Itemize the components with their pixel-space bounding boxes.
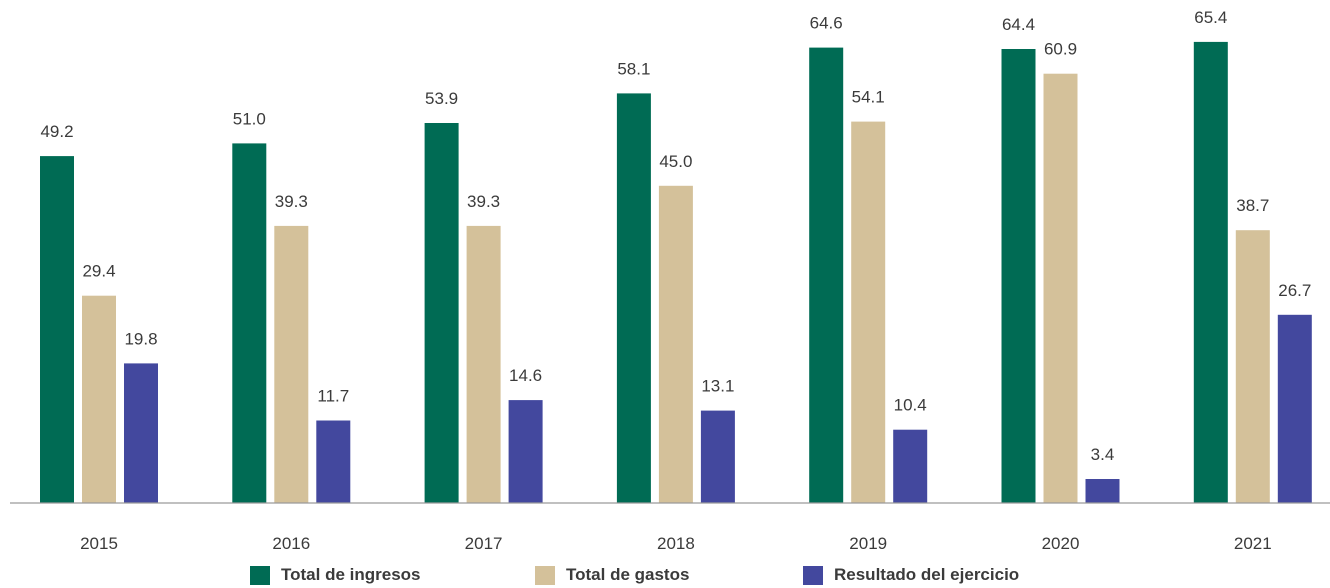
data-label-2016-s1: 39.3 xyxy=(275,192,308,211)
bar-2020-s1 xyxy=(1043,73,1078,503)
bar-2021-s0 xyxy=(1193,41,1228,504)
data-label-2015-s0: 49.2 xyxy=(40,122,73,141)
data-label-2021-s1: 38.7 xyxy=(1236,196,1269,215)
data-label-2020-s1: 60.9 xyxy=(1044,40,1077,59)
data-label-2016-s2: 11.7 xyxy=(317,387,349,406)
bar-2017-s2 xyxy=(508,400,543,503)
x-tick-label-2015: 2015 xyxy=(80,534,118,553)
bar-2016-s0 xyxy=(232,143,267,503)
bar-2021-s1 xyxy=(1235,230,1270,503)
x-tick-label-2021: 2021 xyxy=(1234,534,1272,553)
data-label-2017-s2: 14.6 xyxy=(509,366,542,385)
bar-2015-s2 xyxy=(124,363,158,503)
bar-2015-s1 xyxy=(82,295,116,503)
data-label-2015-s2: 19.8 xyxy=(124,329,157,348)
bar-2018-s2 xyxy=(700,410,735,503)
data-label-2018-s1: 45.0 xyxy=(659,152,692,171)
data-label-2021-s2: 26.7 xyxy=(1278,281,1311,300)
legend-item-ingresos: Total de ingresos xyxy=(250,565,421,585)
x-tick-labels-layer: 2015 2016 2017 2018 2019 2020 2021 xyxy=(80,534,1272,553)
legend-swatch-gastos xyxy=(535,565,555,585)
data-label-2019-s2: 10.4 xyxy=(894,396,927,415)
bar-2018-s0 xyxy=(616,93,651,504)
bar-2015-s0 xyxy=(40,156,74,503)
x-tick-label-2018: 2018 xyxy=(657,534,695,553)
bar-2019-s1 xyxy=(851,121,886,503)
x-tick-label-2020: 2020 xyxy=(1042,534,1080,553)
bar-2019-s0 xyxy=(809,47,844,503)
bar-2020-s2 xyxy=(1085,479,1120,503)
data-labels-layer: 49.2 29.4 19.8 51.0 39.3 11.7 53.9 39.3 14.6 58.1… xyxy=(40,8,1311,464)
bar-2019-s2 xyxy=(893,429,928,503)
bar-2016-s2 xyxy=(316,420,351,503)
x-tick-label-2017: 2017 xyxy=(465,534,503,553)
legend-label-ingresos: Total de ingresos xyxy=(281,565,421,584)
bar-2017-s1 xyxy=(466,225,501,503)
legend-label-resultado: Resultado del ejercicio xyxy=(834,565,1020,584)
data-label-2017-s1: 39.3 xyxy=(467,192,500,211)
bar-2017-s0 xyxy=(424,123,459,503)
legend-swatch-ingresos xyxy=(250,565,270,585)
data-label-2018-s2: 13.1 xyxy=(701,377,734,396)
data-label-2016-s0: 51.0 xyxy=(233,109,266,128)
data-label-2017-s0: 53.9 xyxy=(425,89,458,108)
bars-layer xyxy=(40,41,1312,504)
legend-label-gastos: Total de gastos xyxy=(566,565,690,584)
x-tick-label-2016: 2016 xyxy=(272,534,310,553)
data-label-2020-s2: 3.4 xyxy=(1091,445,1115,464)
data-label-2019-s0: 64.6 xyxy=(810,14,843,33)
bar-2016-s1 xyxy=(274,225,309,503)
legend-swatch-resultado xyxy=(803,565,823,585)
bar-2018-s1 xyxy=(658,185,693,504)
bar-2020-s0 xyxy=(1001,49,1036,503)
legend: Total de ingresos Total de gastos Result… xyxy=(0,565,1330,585)
data-label-2021-s0: 65.4 xyxy=(1194,8,1227,27)
data-label-2015-s1: 29.4 xyxy=(82,262,115,281)
data-label-2019-s1: 54.1 xyxy=(852,88,885,107)
x-tick-label-2019: 2019 xyxy=(849,534,887,553)
data-label-2018-s0: 58.1 xyxy=(617,59,650,78)
data-label-2020-s0: 64.4 xyxy=(1002,15,1035,34)
bar-2021-s2 xyxy=(1277,314,1312,503)
legend-item-gastos: Total de gastos xyxy=(535,565,689,585)
legend-item-resultado: Resultado del ejercicio xyxy=(803,565,1019,585)
